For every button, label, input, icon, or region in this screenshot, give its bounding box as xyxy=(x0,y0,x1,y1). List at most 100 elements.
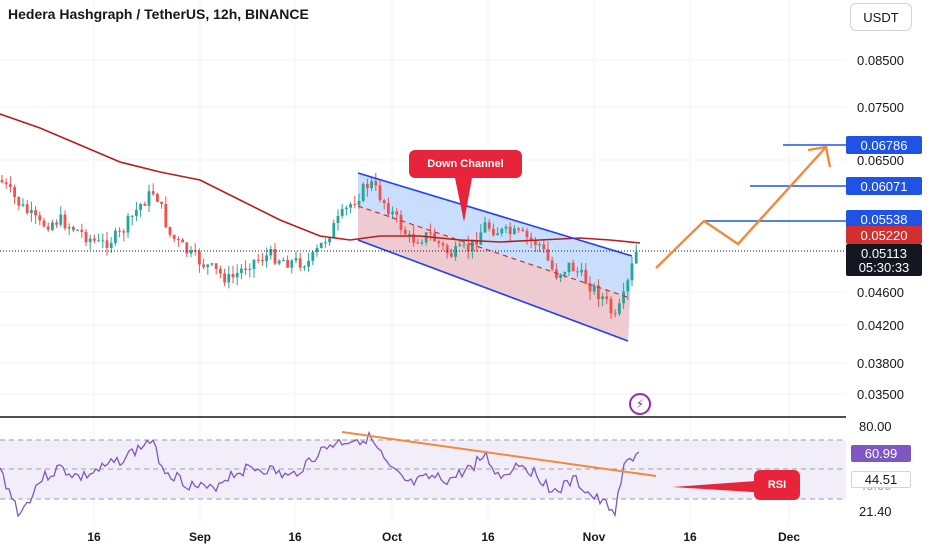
candle-body xyxy=(0,180,4,183)
candle-body xyxy=(282,260,285,262)
candle-body xyxy=(487,222,491,229)
time-label: 16 xyxy=(288,530,302,544)
currency-button[interactable]: USDT xyxy=(850,3,912,31)
candle-body xyxy=(622,291,625,304)
candle-body xyxy=(261,259,264,262)
candle-body xyxy=(240,268,243,273)
candle-body xyxy=(349,204,352,208)
candle-body xyxy=(345,207,348,209)
candle-body xyxy=(542,244,546,250)
time-label: 16 xyxy=(683,530,697,544)
price-tick: 0.08500 xyxy=(857,53,904,68)
candle-body xyxy=(97,240,100,242)
candle-body xyxy=(4,182,8,185)
candle-body xyxy=(500,228,504,234)
candle-body xyxy=(147,191,151,206)
candle-body xyxy=(55,222,58,225)
candle-body xyxy=(403,229,407,235)
candle-body xyxy=(172,234,176,240)
candle-body xyxy=(114,230,117,243)
candle-body xyxy=(277,260,281,264)
candle-body xyxy=(584,269,588,284)
candle-body xyxy=(135,209,138,216)
price-tag-target-1: 0.06786 xyxy=(846,136,922,154)
candle-body xyxy=(164,203,168,228)
time-label: Sep xyxy=(188,530,212,544)
candle-body xyxy=(378,185,382,201)
candle-body xyxy=(357,200,361,205)
candle-body xyxy=(42,220,46,227)
candle-body xyxy=(508,226,512,234)
rsi-line xyxy=(0,430,640,518)
candle-body xyxy=(513,228,516,234)
price-tick: 0.04200 xyxy=(857,318,904,333)
countdown-tag: 05:30:33 xyxy=(846,258,922,276)
moving-average-line xyxy=(0,113,641,244)
candle-body xyxy=(366,184,369,189)
candle-body xyxy=(492,228,495,236)
candle-body xyxy=(454,246,457,257)
projection-arrow-path xyxy=(655,146,827,269)
down-channel-callout: Down Channel xyxy=(409,150,522,178)
candle-body xyxy=(563,272,567,275)
candle-body xyxy=(399,214,403,230)
candle-body xyxy=(408,234,411,236)
price-tick: 0.04600 xyxy=(857,285,904,300)
candle-body xyxy=(576,271,579,273)
candle-body xyxy=(156,194,159,202)
candle-body xyxy=(177,239,180,241)
lightning-icon[interactable]: ⚡ xyxy=(629,393,651,415)
candle-body xyxy=(550,260,554,270)
candle-body xyxy=(93,238,96,241)
candle-body xyxy=(466,244,470,252)
candle-body xyxy=(353,204,357,206)
candle-body xyxy=(30,210,33,214)
candle-body xyxy=(525,230,529,238)
candle-body xyxy=(80,229,84,232)
candle-body xyxy=(521,229,525,231)
candle-body xyxy=(336,215,340,223)
candle-body xyxy=(206,264,210,267)
candle-body xyxy=(17,197,21,206)
candle-body xyxy=(273,249,277,264)
candle-body xyxy=(231,273,235,278)
candle-body xyxy=(130,215,134,217)
channel-upper-line xyxy=(357,172,633,257)
candle-body xyxy=(214,263,218,269)
price-tick: 0.03800 xyxy=(857,356,904,371)
candle-body xyxy=(546,249,550,261)
candle-body xyxy=(609,298,613,314)
candle-body xyxy=(34,210,37,216)
rsi-divergence-line xyxy=(341,431,657,477)
candle-body xyxy=(118,230,121,232)
price-tick: 0.07500 xyxy=(857,100,904,115)
candle-body xyxy=(311,251,315,261)
candle-body xyxy=(462,244,466,246)
candle-body xyxy=(395,211,399,215)
candle-body xyxy=(416,242,420,244)
candle-body xyxy=(340,208,344,216)
candlestick-series xyxy=(0,172,638,319)
candle-body xyxy=(613,313,617,315)
price-tag-target-3: 0.05538 xyxy=(846,210,922,228)
candle-body xyxy=(202,264,205,267)
candle-body xyxy=(559,274,562,278)
candle-body xyxy=(328,238,331,243)
channel-mid-line xyxy=(357,205,631,299)
candle-body xyxy=(475,239,478,245)
time-label: Oct xyxy=(381,530,403,544)
candle-body xyxy=(517,228,520,230)
channel-callout-pointer xyxy=(455,178,472,222)
candle-body xyxy=(248,269,252,271)
candle-body xyxy=(223,273,226,283)
price-tick: 0.06500 xyxy=(857,153,904,168)
candle-body xyxy=(143,203,147,206)
candle-body xyxy=(76,229,79,231)
candle-body xyxy=(374,181,378,186)
candle-body xyxy=(592,285,596,292)
candle-body xyxy=(429,232,432,234)
rsi-ma-tag: 44.51 xyxy=(851,471,911,488)
candle-body xyxy=(391,211,394,215)
candle-body xyxy=(370,181,373,189)
